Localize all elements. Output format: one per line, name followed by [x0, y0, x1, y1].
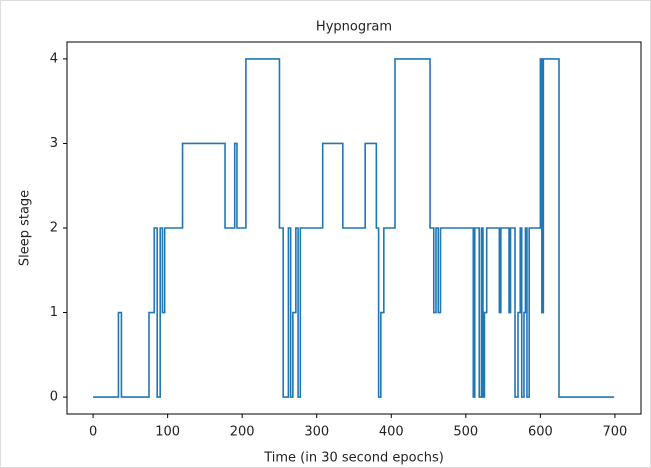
x-tick-label: 600	[528, 425, 553, 440]
x-tick-label: 300	[304, 425, 329, 440]
x-tick-label: 700	[602, 425, 627, 440]
plot-frame	[66, 41, 642, 415]
x-tick-label: 400	[379, 425, 404, 440]
y-tick-label: 4	[50, 51, 58, 66]
y-tick-label: 1	[50, 305, 58, 320]
data-line	[93, 58, 615, 398]
x-tick-label: 500	[453, 425, 478, 440]
x-tick-label: 200	[230, 425, 255, 440]
x-tick-label: 0	[89, 425, 97, 440]
y-tick-label: 2	[50, 221, 58, 236]
y-axis-label: Sleep stage	[18, 190, 33, 266]
y-tick-label: 3	[50, 136, 58, 151]
x-axis-label: Time (in 30 second epochs)	[263, 451, 444, 466]
x-tick-label: 100	[155, 425, 180, 440]
y-tick-label: 0	[50, 390, 58, 405]
chart-title: Hypnogram	[316, 20, 392, 35]
